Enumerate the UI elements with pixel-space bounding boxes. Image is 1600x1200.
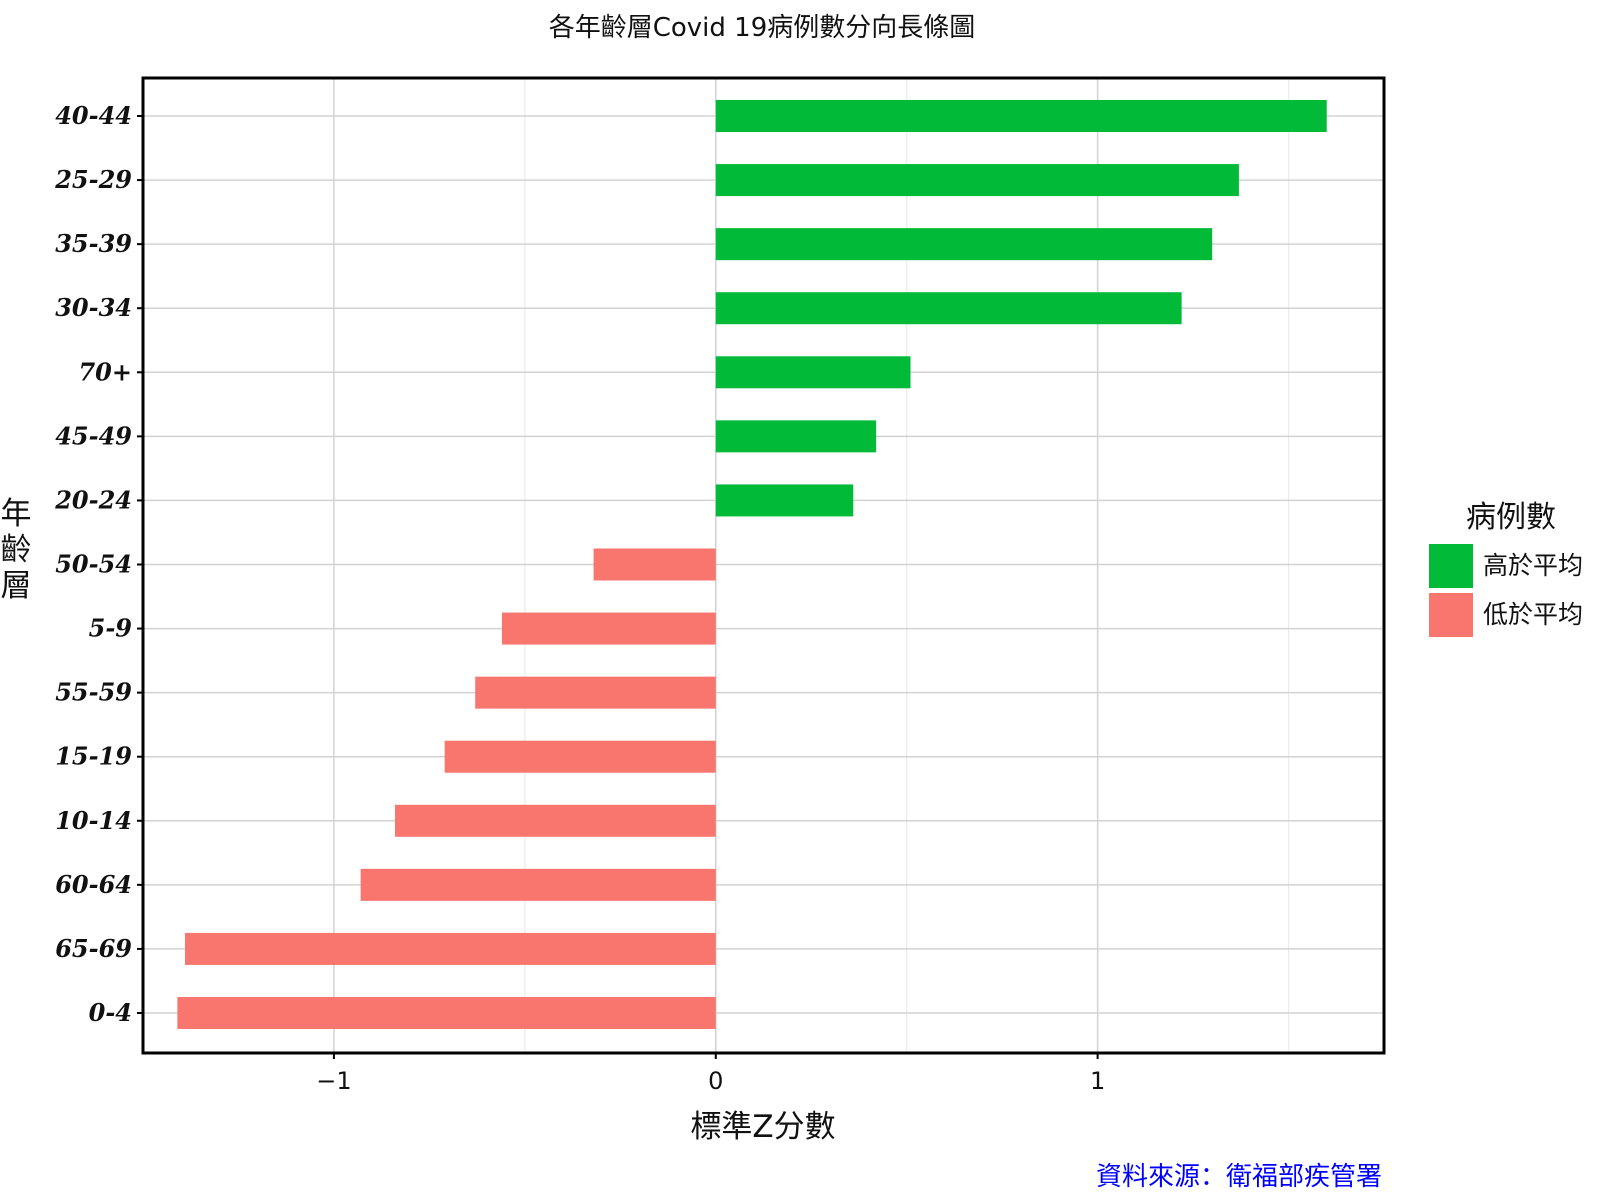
x-tick-label: −1 [316,1067,351,1095]
legend-swatch [1429,593,1473,637]
bar-60-64 [360,868,716,901]
x-axis-title: 標準Z分數 [690,1109,835,1145]
bar-45-49 [715,420,877,453]
y-tick-label: 70+ [78,357,132,386]
bar-30-34 [715,292,1182,325]
bar-5-9 [501,612,716,645]
y-tick-label: 45-49 [55,421,132,450]
bar-0-4 [177,997,716,1029]
bar-55-59 [475,676,716,709]
x-tick-label: 0 [708,1067,723,1095]
x-axis: −1 0 1 [316,1053,1105,1095]
bar-65-69 [185,932,716,965]
y-tick-label: 30-34 [55,293,132,322]
y-tick-label: 15-19 [55,742,132,771]
bar-35-39 [715,228,1213,261]
y-tick-label: 40-44 [55,101,132,130]
y-tick-label: 25-29 [54,165,132,194]
y-axis-title: 年齡層 [1,496,32,604]
bar-20-24 [715,484,854,517]
data-source-note: 資料來源：衛福部疾管署 [1096,1162,1382,1192]
y-tick-label: 35-39 [55,229,132,258]
legend-item-below: 低於平均 [1429,593,1583,637]
major-gridlines [143,78,1384,1053]
legend-item-above: 高於平均 [1429,544,1583,588]
bar-10-14 [395,804,716,837]
bar-70+ [715,356,911,389]
legend-title: 病例數 [1466,500,1556,535]
chart-title: 各年齡層Covid 19病例數分向長條圖 [549,13,976,43]
y-tick-label: 20-24 [54,485,132,514]
y-tick-label: 50-54 [55,550,132,579]
bar-15-19 [444,740,716,773]
bar-40-44 [715,100,1327,132]
y-tick-label: 65-69 [55,934,132,963]
x-tick-label: 1 [1090,1067,1105,1095]
y-axis: 40-44 25-29 35-39 30-34 70+ 45-49 20-24 50-54 5-… [54,101,143,1027]
y-tick-label: 0-4 [89,998,132,1027]
bar-50-54 [593,548,716,581]
legend-label: 低於平均 [1483,600,1583,629]
y-tick-label: 55-59 [55,678,132,707]
bar-25-29 [715,164,1239,197]
bars [177,100,1327,1029]
y-tick-label: 10-14 [55,806,132,835]
legend-swatch [1429,544,1473,588]
legend-label: 高於平均 [1483,551,1583,580]
y-tick-label: 60-64 [55,870,132,899]
y-tick-label: 5-9 [89,614,133,643]
plot-border [141,76,1386,1055]
